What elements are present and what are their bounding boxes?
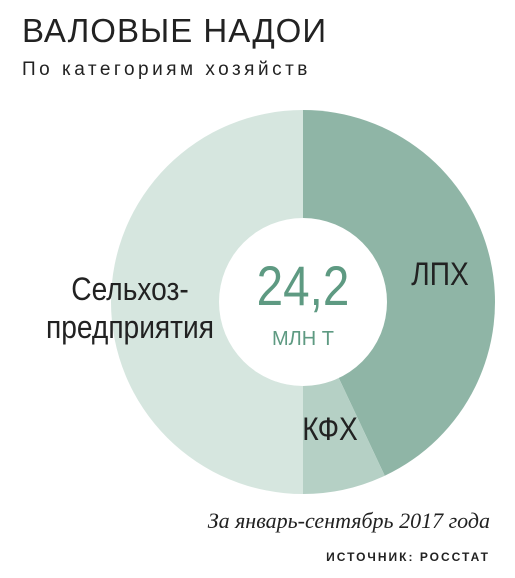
period-note: За январь-сентябрь 2017 года [208,508,490,533]
donut-hole [219,218,387,386]
total-unit: МЛН Т [272,328,334,350]
segment-label: Сельхоз-предприятия [46,272,214,345]
chart-subtitle: По категориям хозяйств [22,59,311,80]
total-value: 24,2 [257,255,350,317]
segment-label: КФХ [302,412,358,447]
donut-segment [303,110,495,476]
chart-title: ВАЛОВЫЕ НАДОИ [22,12,327,49]
segment-label: ЛПХ [411,257,468,292]
donut-segment [111,110,303,494]
source-note: ИСТОЧНИК: РОССТАТ [326,550,490,564]
